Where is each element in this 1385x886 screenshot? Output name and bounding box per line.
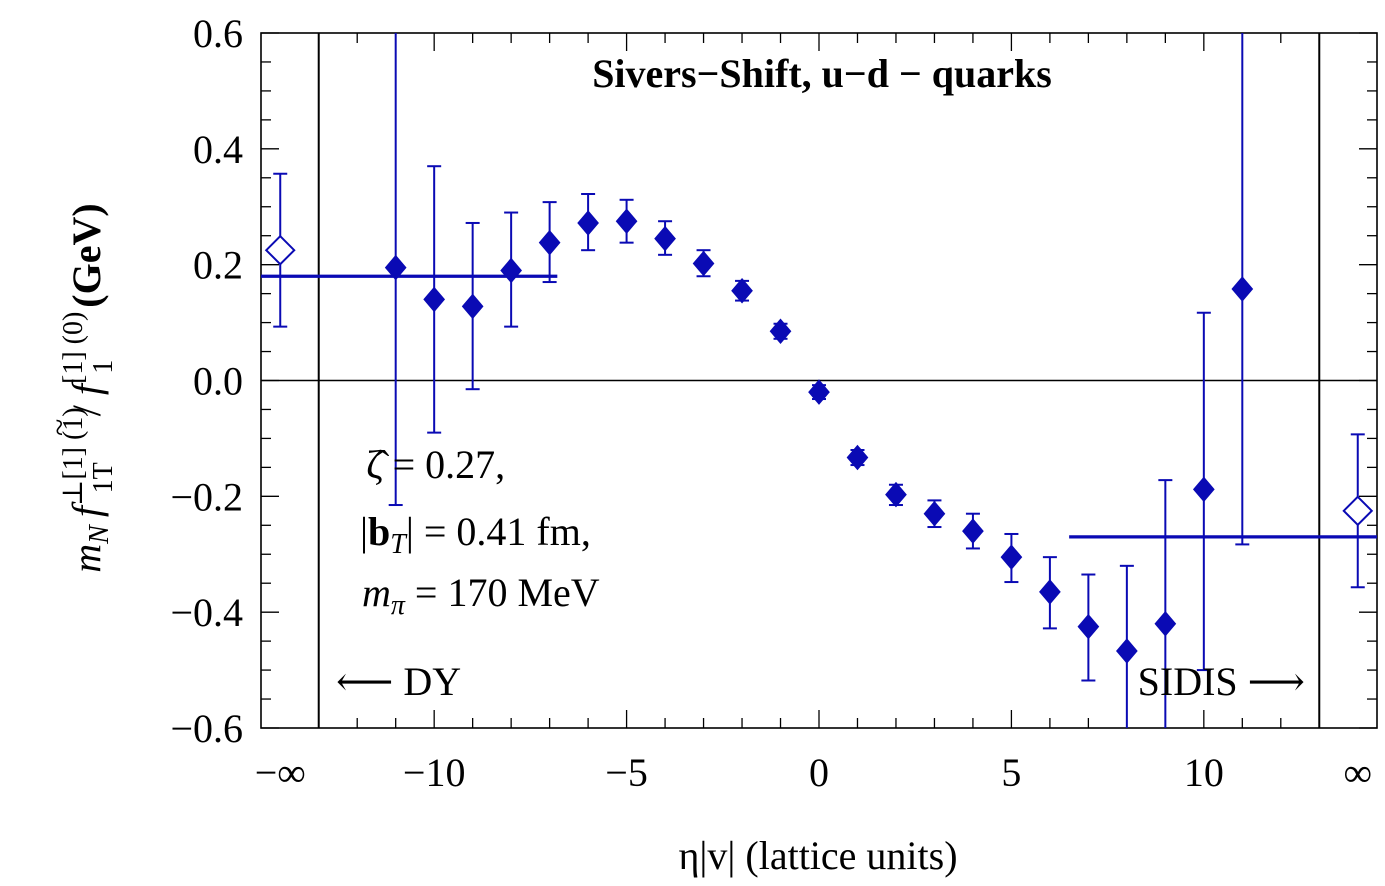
bt-prefix: | xyxy=(360,509,368,554)
data-point xyxy=(654,225,676,252)
data-point xyxy=(923,500,946,527)
data-point xyxy=(1077,613,1100,640)
y-axis-label: mNf⊥[1] (1)1T/f[1] (0)1(GeV) ~ xyxy=(41,203,119,572)
x-tick-labels: −∞ −10 −5 0 5 10 ∞ xyxy=(255,750,1372,795)
data-point xyxy=(1231,276,1254,302)
data-point xyxy=(615,208,638,235)
data-point xyxy=(1039,579,1061,605)
data-point xyxy=(500,257,522,284)
ylabel-f1-sup: ⊥[1] (1) xyxy=(58,407,89,506)
chart-title: Sivers−Shift, u−d − quarks xyxy=(592,51,1052,96)
ylabel-f2-sub: 1 xyxy=(88,360,119,374)
ylabel-m-sub: N xyxy=(84,524,115,545)
open-diamond-point xyxy=(1342,495,1374,527)
data-point xyxy=(577,210,599,236)
ylabel-unit: (GeV) xyxy=(64,203,109,307)
y-tick-labels: 0.6 0.4 0.2 0.0 −0.2 −0.4 −0.6 xyxy=(170,11,243,751)
data-point xyxy=(962,518,984,544)
y-tick-label: −0.4 xyxy=(170,590,243,635)
bt-subscript: T xyxy=(390,529,408,560)
mpi-subscript: π xyxy=(391,590,406,621)
data-point xyxy=(769,318,792,345)
dy-label: ⟵ DY xyxy=(336,659,461,704)
x-axis-label: η|v| (lattice units) xyxy=(678,833,957,878)
ylabel-f1-tilde: ~ xyxy=(41,419,77,436)
data-point xyxy=(1154,610,1177,637)
data-point xyxy=(384,254,407,281)
ylabel-f1-sub: 1T xyxy=(88,462,119,493)
y-tick-label: 0.2 xyxy=(193,243,243,288)
y-tick-label: 0.6 xyxy=(193,11,243,56)
data-point xyxy=(538,229,561,256)
zeta-annotation: ζ̂ = 0.27, xyxy=(366,442,505,487)
x-tick-label: 0 xyxy=(809,750,829,795)
y-axis-label-text: mNf⊥[1] (1)1T/f[1] (0)1(GeV) xyxy=(58,203,119,572)
ylabel-f2-sup: [1] (0) xyxy=(58,312,89,384)
x-tick-label: 5 xyxy=(1001,750,1021,795)
x-tick-label: −∞ xyxy=(255,750,306,795)
y-tick-label: −0.2 xyxy=(170,474,243,519)
data-point xyxy=(1116,638,1138,664)
data-point xyxy=(1000,544,1023,570)
data-point xyxy=(808,379,830,405)
plateau-lines xyxy=(261,274,1377,539)
data-point xyxy=(461,293,484,320)
x-tick-label: ∞ xyxy=(1344,750,1373,795)
y-tick-label: 0.4 xyxy=(193,127,243,172)
data-point xyxy=(846,444,869,471)
mpi-annotation: mπ = 170 MeV xyxy=(362,570,600,621)
y-tick-label: 0.0 xyxy=(193,359,243,404)
mpi-variable: m xyxy=(362,570,391,615)
data-point xyxy=(885,481,907,508)
x-tick-label: 10 xyxy=(1184,750,1224,795)
y-tick-label: −0.6 xyxy=(170,706,243,751)
data-point xyxy=(731,277,753,304)
axis-ticks xyxy=(261,32,1377,729)
x-tick-label: −5 xyxy=(605,750,648,795)
bt-vector: b xyxy=(368,509,390,554)
mpi-value: = 170 MeV xyxy=(405,570,600,615)
bt-annotation: |bT| = 0.41 fm, xyxy=(360,509,591,560)
ylabel-slash: / xyxy=(64,404,109,416)
x-tick-label: −10 xyxy=(403,750,466,795)
data-markers xyxy=(264,208,1374,664)
data-point xyxy=(692,250,715,277)
open-diamond-point xyxy=(264,234,296,266)
bt-suffix: | = 0.41 fm, xyxy=(406,509,591,554)
sidis-label: SIDIS ⟶ xyxy=(1138,659,1305,704)
data-point xyxy=(423,286,446,313)
ylabel-m: m xyxy=(64,544,109,573)
data-point xyxy=(1192,476,1215,503)
